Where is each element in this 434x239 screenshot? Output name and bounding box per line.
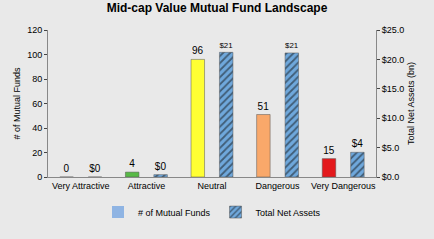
svg-text:20: 20 [32,148,42,158]
svg-text:120: 120 [27,25,42,35]
svg-text:Attractive: Attractive [128,181,166,191]
svg-text:60: 60 [32,99,42,109]
svg-text:$25.0: $25.0 [382,25,405,35]
svg-text:80: 80 [32,74,42,84]
svg-text:Very Dangerous: Very Dangerous [311,181,376,191]
svg-text:$21: $21 [285,41,298,50]
svg-text:$21: $21 [219,41,232,50]
svg-text:15: 15 [323,145,335,156]
svg-text:Total Net Assets: Total Net Assets [256,208,321,218]
svg-text:$5.0: $5.0 [382,143,400,153]
svg-text:$0: $0 [89,163,101,174]
svg-text:$10.0: $10.0 [382,113,405,123]
svg-text:$4: $4 [352,138,364,149]
svg-text:$0.0: $0.0 [382,172,400,182]
svg-text:# of Mutual Funds: # of Mutual Funds [138,208,211,218]
svg-text:$0: $0 [155,161,167,172]
svg-text:Total Net Assets (bn): Total Net Assets (bn) [406,62,416,145]
svg-text:Very Attractive: Very Attractive [52,181,110,191]
svg-text:$20.0: $20.0 [382,55,405,65]
svg-text:Mid-cap Value Mutual Fund Land: Mid-cap Value Mutual Fund Landscape [107,1,328,15]
svg-text:$15.0: $15.0 [382,84,405,94]
svg-text:0: 0 [37,172,42,182]
svg-text:Neutral: Neutral [197,181,226,191]
svg-text:40: 40 [32,123,42,133]
svg-text:96: 96 [192,45,204,56]
svg-text:51: 51 [258,101,270,112]
svg-text:# of Mutual Funds: # of Mutual Funds [12,67,22,140]
svg-text:0: 0 [64,163,70,174]
svg-text:100: 100 [27,50,42,60]
svg-text:4: 4 [129,158,135,169]
svg-text:Dangerous: Dangerous [256,181,301,191]
